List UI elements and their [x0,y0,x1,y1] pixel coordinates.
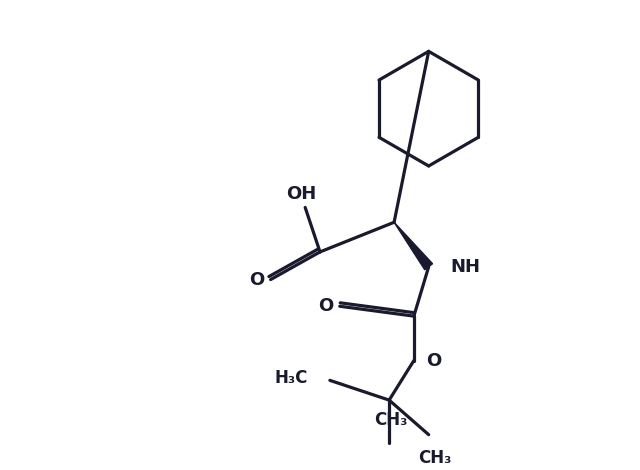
Text: CH₃: CH₃ [374,411,408,429]
Text: NH: NH [451,258,481,276]
Text: CH₃: CH₃ [418,448,451,467]
Text: O: O [249,271,264,289]
Polygon shape [394,222,433,270]
Text: H₃C: H₃C [275,369,308,387]
Text: O: O [426,352,441,369]
Text: OH: OH [286,185,316,203]
Text: O: O [318,297,333,315]
